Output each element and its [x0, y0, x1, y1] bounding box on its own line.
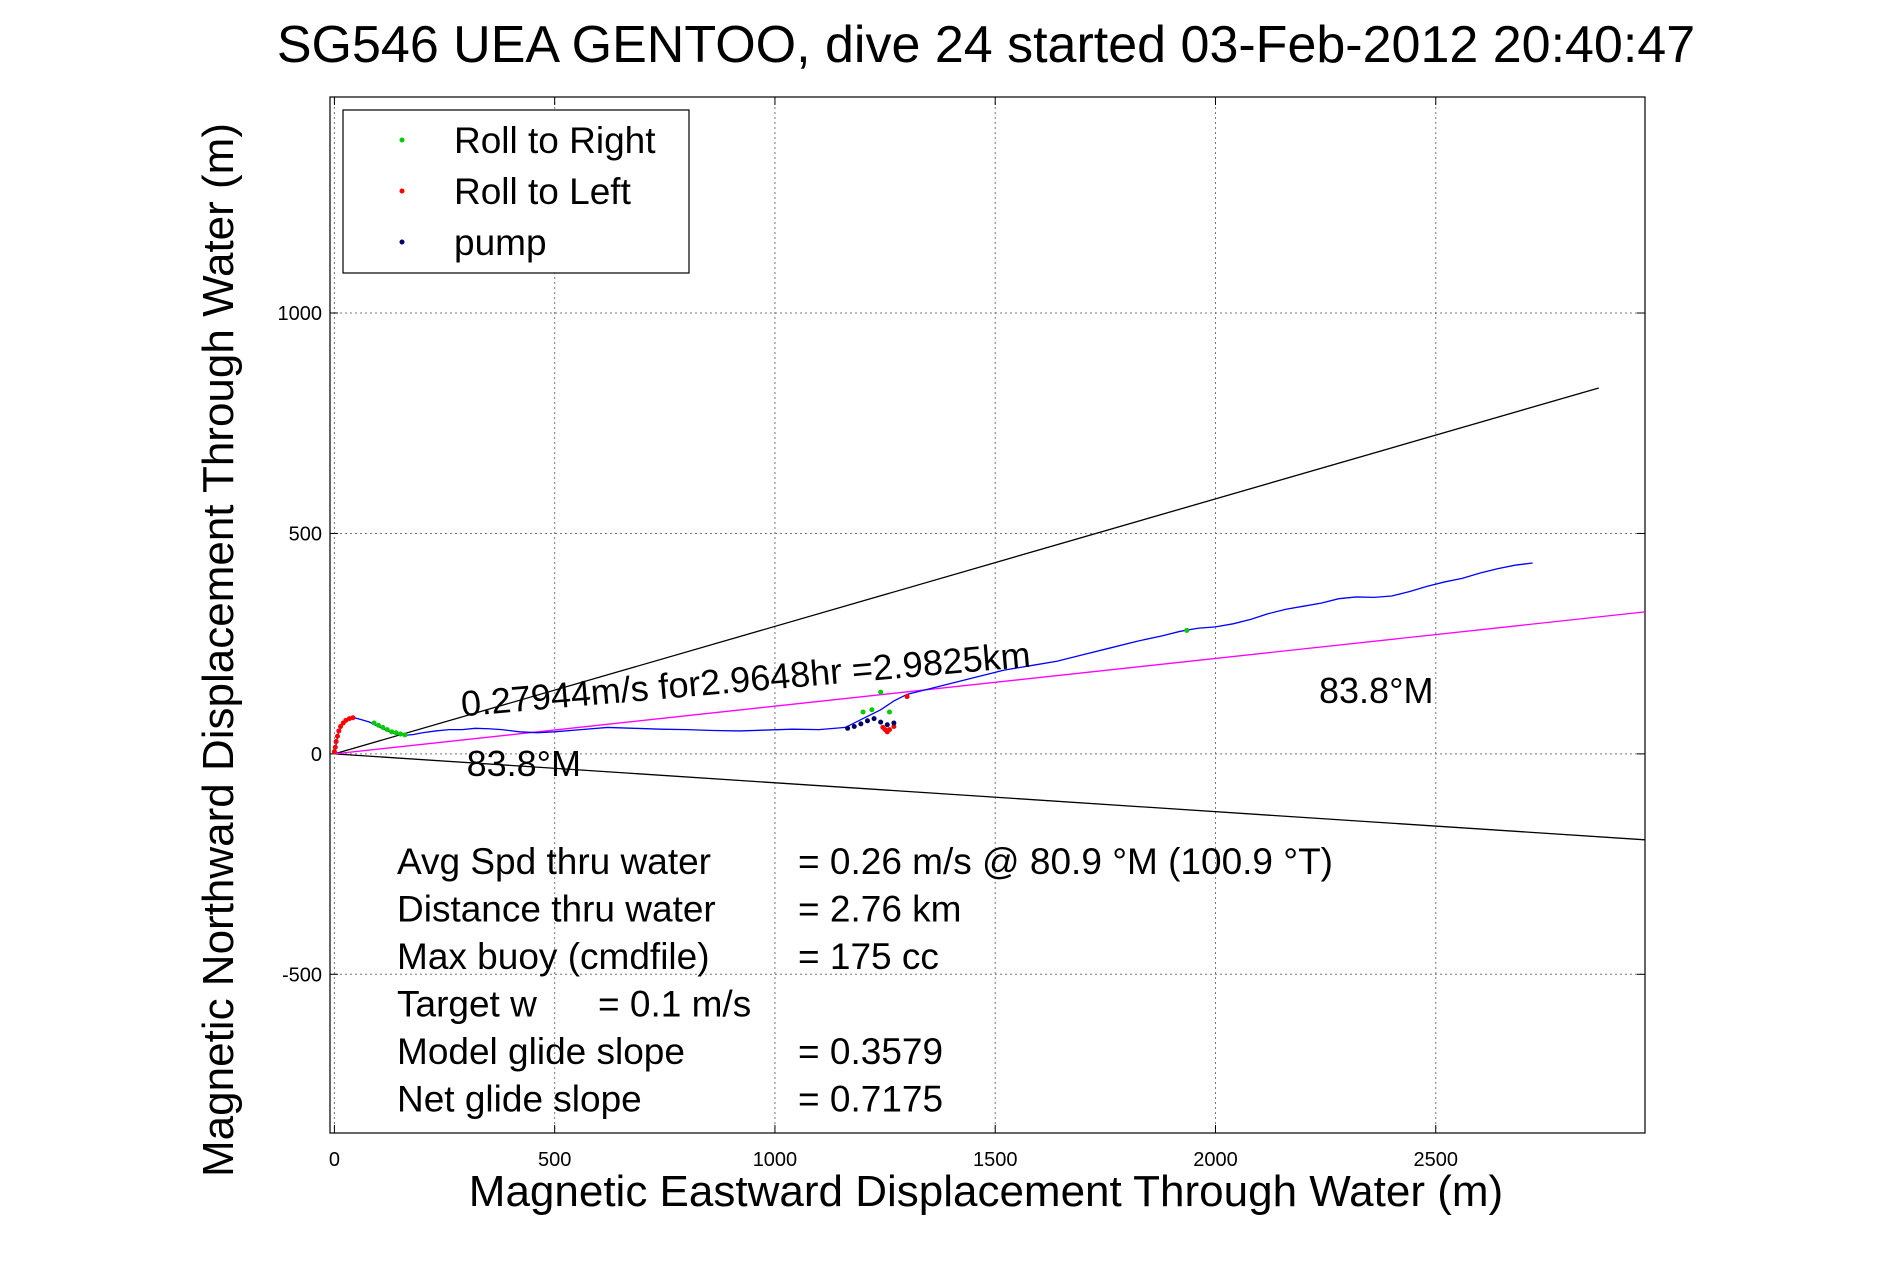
stat-label: Target w: [397, 984, 537, 1025]
stat-value: = 0.3579: [798, 1031, 943, 1072]
roll-right-point: [389, 729, 395, 735]
y-tick-label: 0: [311, 744, 322, 766]
y-tick-label: -500: [282, 964, 322, 986]
roll-left-point: [904, 694, 910, 700]
stats-block: Avg Spd thru water = 0.26 m/s @ 80.9 °M (…: [397, 841, 1333, 1120]
roll-left-point: [891, 724, 897, 730]
roll-right-point: [371, 720, 377, 726]
pump-point: [858, 721, 864, 727]
pump-point: [845, 725, 851, 731]
y-tick-label: 500: [289, 523, 322, 545]
stat-label: Distance thru water: [397, 889, 716, 930]
stat-value: = 0.7175: [798, 1079, 943, 1120]
pump-point: [864, 718, 870, 724]
y-axis-label: Magnetic Northward Displacement Through …: [194, 123, 243, 1177]
chart-annotations: 0.27944m/s for2.9648hr =2.9825km 83.8°M 83…: [459, 634, 1433, 784]
stat-label: Avg Spd thru water: [397, 841, 711, 882]
legend-marker: [399, 239, 405, 245]
legend-marker: [399, 188, 405, 194]
reference-line: [334, 611, 1646, 755]
stat-value: = 175 cc: [798, 936, 939, 977]
track-line: [333, 562, 1533, 754]
stat-label: Max buoy (cmdfile): [397, 936, 710, 977]
pump-point: [891, 720, 897, 726]
x-axis-label: Magnetic Eastward Displacement Through W…: [469, 1167, 1503, 1216]
legend-label: pump: [454, 222, 547, 263]
axis-ticks: 0 500 1000 1500 2000 2500 -500 0 500 1000: [278, 97, 1645, 1171]
roll-left-point: [334, 733, 340, 739]
roll-right-point: [1184, 627, 1190, 633]
stat-value: = 2.76 km: [798, 889, 962, 930]
roll-right-point: [886, 709, 892, 715]
stat-label: Model glide slope: [397, 1031, 685, 1072]
pump-point: [851, 724, 857, 730]
reference-line: [334, 387, 1599, 755]
roll-right-point: [375, 722, 381, 728]
roll-right-point: [397, 731, 403, 737]
legend-label: Roll to Right: [454, 120, 656, 161]
stat-label: Net glide slope: [397, 1079, 642, 1120]
y-tick-label: 1000: [278, 303, 323, 325]
roll-left-point: [886, 727, 892, 733]
annotation-2: 83.8°M: [467, 743, 581, 784]
plot-area: [329, 96, 1646, 1134]
track-series: [333, 562, 1533, 754]
x-tick-label: 2500: [1413, 1149, 1458, 1171]
roll-left-point: [350, 715, 356, 721]
x-tick-label: 500: [538, 1149, 571, 1171]
roll-right-point: [402, 732, 408, 738]
stat-value: = 0.26 m/s @ 80.9 °M (100.9 °T): [798, 841, 1333, 882]
x-tick-label: 2000: [1193, 1149, 1238, 1171]
pump-point: [878, 719, 884, 725]
roll-left-point: [338, 724, 344, 730]
stat-value: = 0.1 m/s: [598, 984, 751, 1025]
annotation-1: 0.27944m/s for2.9648hr =2.9825km: [459, 634, 1032, 725]
annotation-3: 83.8°M: [1319, 670, 1433, 711]
roll-right-point: [384, 727, 390, 733]
reference-lines: [334, 387, 1646, 841]
pump-point: [884, 722, 890, 728]
roll-left-point: [331, 749, 337, 755]
legend-marker: [399, 137, 405, 143]
x-tick-label: 1500: [973, 1149, 1018, 1171]
roll-left-point: [336, 728, 342, 734]
roll-right-point: [393, 730, 399, 736]
pump-point: [871, 716, 877, 722]
grid-lines: [330, 97, 1645, 1133]
roll-left-point: [333, 739, 339, 745]
roll-right-point: [860, 709, 866, 715]
roll-right-point: [878, 689, 884, 695]
roll-right-point: [869, 707, 875, 713]
roll-right-point: [380, 724, 386, 730]
chart-title: SG546 UEA GENTOO, dive 24 started 03-Feb…: [277, 16, 1695, 74]
x-tick-label: 0: [329, 1149, 340, 1171]
reference-line: [334, 753, 1646, 841]
roll-left-point: [332, 744, 338, 750]
legend: Roll to Right Roll to Left pump: [342, 109, 690, 274]
x-tick-label: 1000: [753, 1149, 798, 1171]
point-series: [331, 627, 1190, 755]
legend-label: Roll to Left: [454, 171, 632, 212]
